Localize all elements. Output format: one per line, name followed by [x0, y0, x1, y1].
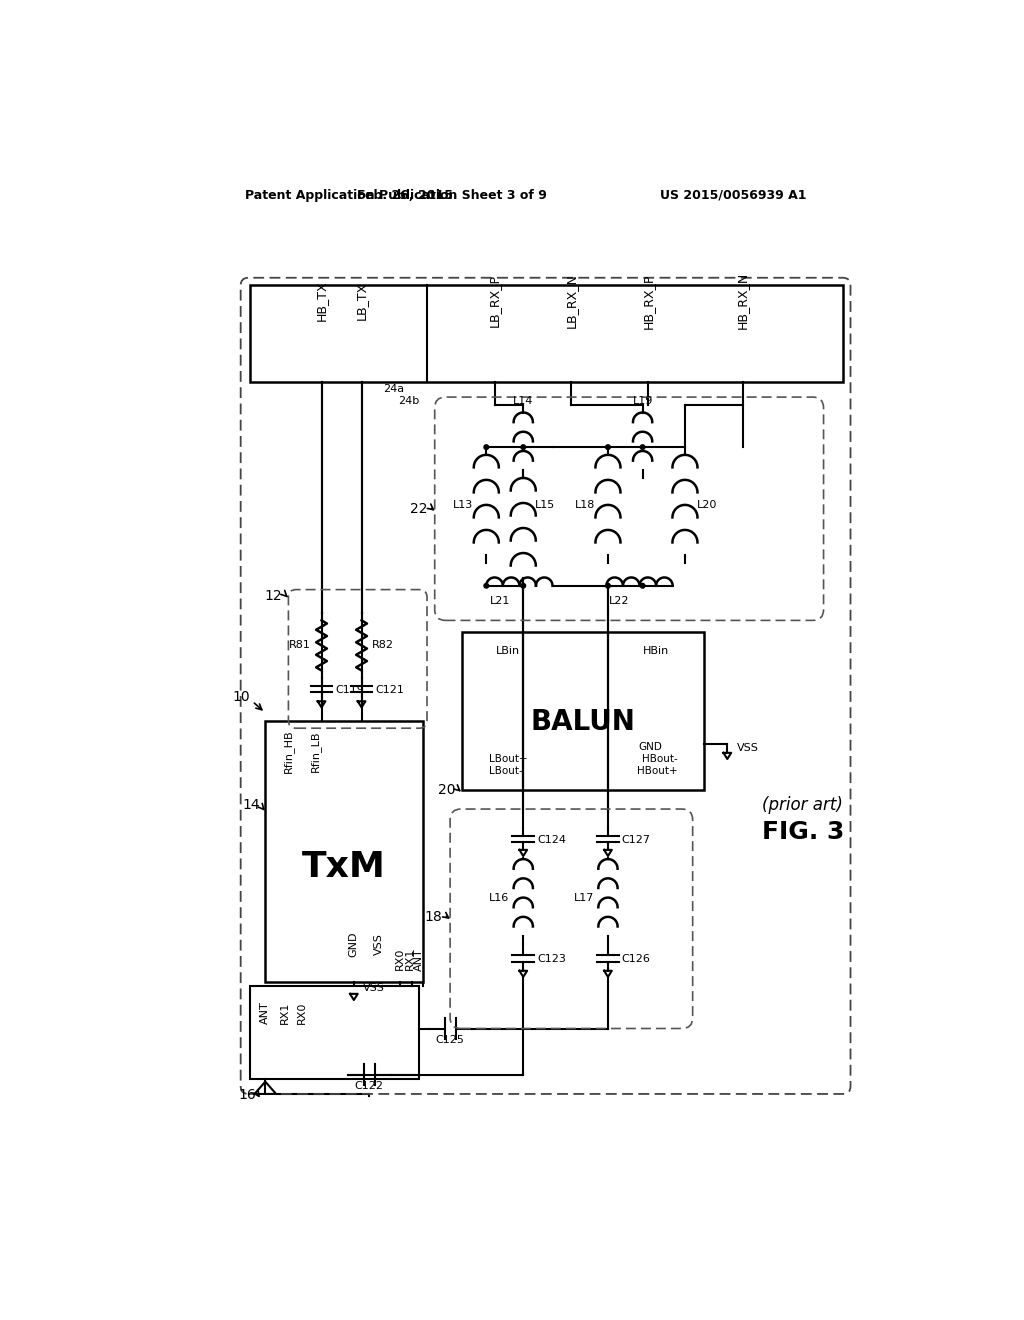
Text: LBout+: LBout+ [488, 754, 527, 764]
Text: L19: L19 [633, 396, 652, 407]
Text: 14: 14 [243, 799, 260, 812]
Text: LB_RX_P: LB_RX_P [488, 275, 502, 327]
Text: L22: L22 [609, 597, 630, 606]
Circle shape [605, 583, 610, 589]
Text: FIG. 3: FIG. 3 [762, 820, 845, 845]
Text: 10: 10 [232, 690, 250, 705]
Text: C119: C119 [336, 685, 365, 694]
Bar [250, 986, 419, 1078]
Text: R81: R81 [289, 640, 310, 649]
Text: BALUN: BALUN [530, 709, 635, 737]
Text: LBout-: LBout- [488, 766, 522, 776]
Text: LB_RX_N: LB_RX_N [564, 273, 578, 329]
Text: RX1: RX1 [406, 948, 415, 970]
Text: HB_RX_N: HB_RX_N [736, 272, 750, 330]
Text: C124: C124 [538, 834, 566, 845]
Text: C122: C122 [354, 1081, 384, 1092]
Text: Rfin_HB: Rfin_HB [283, 730, 294, 774]
Text: VSS: VSS [364, 983, 385, 994]
Text: C123: C123 [538, 954, 566, 964]
Text: C125: C125 [435, 1035, 465, 1045]
Text: RX0: RX0 [297, 1002, 307, 1024]
Text: HB_TX: HB_TX [315, 281, 328, 321]
Bar [265, 721, 423, 982]
Text: HB_RX_P: HB_RX_P [641, 273, 654, 329]
Text: GND: GND [638, 742, 662, 752]
Bar [250, 285, 843, 381]
Text: 18: 18 [425, 909, 442, 924]
Text: 24a: 24a [383, 384, 403, 395]
Text: C127: C127 [622, 834, 651, 845]
Text: Patent Application Publication: Patent Application Publication [245, 189, 457, 202]
Text: Feb. 26, 2015  Sheet 3 of 9: Feb. 26, 2015 Sheet 3 of 9 [357, 189, 548, 202]
Circle shape [484, 583, 488, 589]
Text: GND: GND [349, 931, 358, 957]
Text: HBin: HBin [643, 647, 670, 656]
Text: LBin: LBin [497, 647, 520, 656]
Text: TxM: TxM [302, 850, 386, 884]
Text: HBout-: HBout- [641, 754, 677, 764]
Text: (prior art): (prior art) [762, 796, 843, 814]
Circle shape [605, 445, 610, 449]
Circle shape [521, 583, 525, 589]
Text: L15: L15 [535, 500, 555, 510]
Text: ANT: ANT [260, 1002, 270, 1024]
Circle shape [640, 583, 645, 589]
Text: L13: L13 [453, 500, 473, 510]
Text: 24b: 24b [398, 396, 419, 407]
Text: US 2015/0056939 A1: US 2015/0056939 A1 [660, 189, 807, 202]
Text: L21: L21 [489, 597, 510, 606]
Text: L17: L17 [573, 892, 594, 903]
Text: VSS: VSS [736, 743, 759, 754]
Text: 20: 20 [438, 783, 456, 797]
Circle shape [484, 445, 488, 449]
Text: L14: L14 [513, 396, 534, 407]
Text: HBout+: HBout+ [637, 766, 677, 776]
Circle shape [521, 445, 525, 449]
Text: RX1: RX1 [280, 1002, 290, 1024]
Text: L18: L18 [574, 500, 595, 510]
Text: C126: C126 [622, 954, 650, 964]
Text: ANT: ANT [415, 948, 424, 970]
Text: L16: L16 [489, 892, 509, 903]
Text: C121: C121 [376, 685, 404, 694]
Text: 16: 16 [239, 1088, 256, 1102]
Text: R82: R82 [373, 640, 394, 649]
Text: Rfin_LB: Rfin_LB [310, 730, 321, 772]
Text: LB_TX: LB_TX [355, 281, 368, 319]
Text: 12: 12 [264, 589, 283, 603]
Text: VSS: VSS [374, 933, 384, 954]
Text: L20: L20 [696, 500, 717, 510]
Text: 22: 22 [410, 502, 427, 516]
Text: RX0: RX0 [395, 948, 406, 970]
Circle shape [640, 445, 645, 449]
Bar [462, 632, 705, 789]
